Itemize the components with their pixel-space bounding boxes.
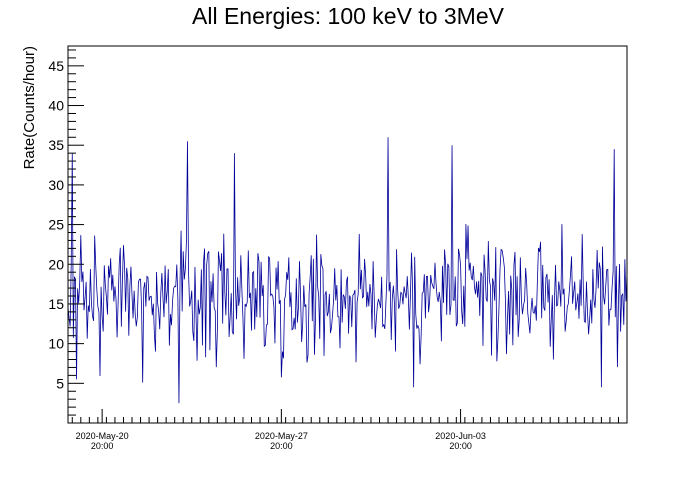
y-tick-label: 20 xyxy=(48,256,64,272)
y-tick-label: 25 xyxy=(48,217,64,233)
rate-series-line xyxy=(67,137,628,404)
plot-frame xyxy=(67,45,628,424)
y-tick-label: 15 xyxy=(48,296,64,312)
y-axis-label: Rate(Counts/hour) xyxy=(21,46,38,169)
x-tick-label-time: 20:00 xyxy=(270,441,293,451)
chart-title: All Energies: 100 keV to 3MeV xyxy=(192,3,505,29)
series-layer xyxy=(67,137,628,404)
y-axis: 5 10 15 20 25 30 35 40 45 xyxy=(48,49,84,416)
y-tick-label: 35 xyxy=(48,137,64,153)
y-tick-label: 40 xyxy=(48,98,64,114)
y-tick-label: 10 xyxy=(48,336,64,352)
x-tick-label-date: 2020-May-20 xyxy=(76,431,129,441)
y-tick-label: 5 xyxy=(56,375,64,391)
y-tick-label: 45 xyxy=(48,58,64,74)
x-tick-label-time: 20:00 xyxy=(91,441,114,451)
x-tick-label-date: 2020-May-27 xyxy=(255,431,308,441)
x-axis: 2020-May-2020:002020-May-2720:002020-Jun… xyxy=(71,409,628,451)
y-tick-label: 30 xyxy=(48,177,64,193)
x-tick-label-time: 20:00 xyxy=(449,441,472,451)
x-tick-label-date: 2020-Jun-03 xyxy=(435,431,486,441)
